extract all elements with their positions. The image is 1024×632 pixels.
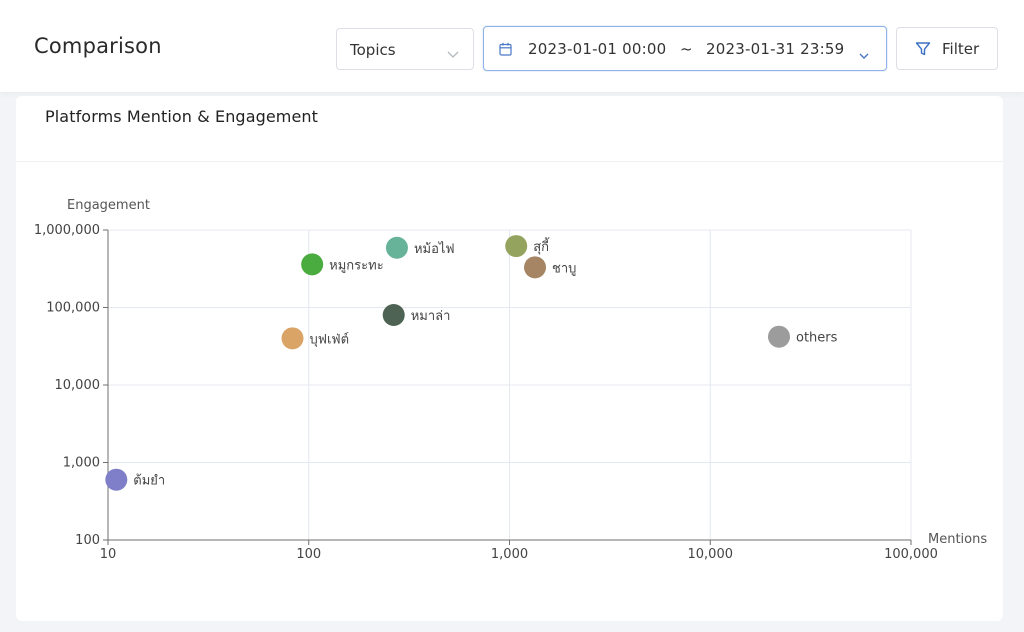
y-tick-label: 100 xyxy=(75,533,100,548)
chart-card-title: Platforms Mention & Engagement xyxy=(45,107,319,126)
date-range-separator: ~ xyxy=(680,40,693,58)
date-range-picker[interactable]: 2023-01-01 00:00 ~ 2023-01-31 23:59 xyxy=(483,26,887,71)
data-point xyxy=(301,253,324,276)
date-range-end[interactable]: 2023-01-31 23:59 xyxy=(706,40,845,58)
data-point xyxy=(767,325,790,348)
data-point-label: หมาล่า xyxy=(411,309,451,324)
x-axis-title: Mentions xyxy=(928,532,987,547)
x-tick-label: 100 xyxy=(296,547,321,562)
data-point xyxy=(281,327,304,350)
x-tick-label: 10,000 xyxy=(688,547,734,562)
top-bar: Comparison Topics 2023-01-01 00:00 ~ 202… xyxy=(0,0,1024,92)
y-tick-label: 1,000,000 xyxy=(34,223,100,238)
scatter-chart: 10 100 1,000 10,000 100,0001001,00010,000100… xyxy=(34,198,988,562)
topics-select[interactable]: Topics xyxy=(336,28,474,70)
filter-icon xyxy=(915,41,931,61)
date-range-start[interactable]: 2023-01-01 00:00 xyxy=(528,40,667,58)
x-tick-label: 10 xyxy=(100,547,117,562)
y-axis-title: Engagement xyxy=(67,198,150,213)
page-title: Comparison xyxy=(34,34,162,58)
data-point-label: สุกี้ xyxy=(533,237,550,255)
y-tick-label: 100,000 xyxy=(46,301,100,316)
calendar-icon xyxy=(499,41,512,60)
data-point xyxy=(105,468,128,491)
data-point-label: others xyxy=(796,331,838,346)
filter-label: Filter xyxy=(942,40,980,58)
y-tick-label: 1,000 xyxy=(63,456,100,471)
divider xyxy=(16,161,1003,162)
data-point xyxy=(382,304,405,327)
chevron-down-icon xyxy=(447,44,459,63)
data-point xyxy=(385,236,408,259)
chart-card: Platforms Mention & Engagement 10 100 1,00… xyxy=(16,96,1003,621)
data-point-label: หม้อไฟ xyxy=(414,241,455,257)
x-tick-label: 100,000 xyxy=(884,547,938,562)
data-point xyxy=(524,256,547,279)
data-point-label: หมูกระทะ xyxy=(329,258,384,273)
data-point-label: ต้มยำ xyxy=(133,474,165,489)
data-point-label: บุฟเฟ่ต์ xyxy=(310,331,350,347)
data-point xyxy=(505,235,528,258)
y-tick-label: 10,000 xyxy=(55,378,101,393)
data-point-label: ชาบู xyxy=(552,261,576,276)
topics-select-value: Topics xyxy=(350,41,396,59)
chevron-down-icon xyxy=(859,45,869,64)
filter-button[interactable]: Filter xyxy=(896,27,998,70)
x-tick-label: 1,000 xyxy=(491,547,528,562)
